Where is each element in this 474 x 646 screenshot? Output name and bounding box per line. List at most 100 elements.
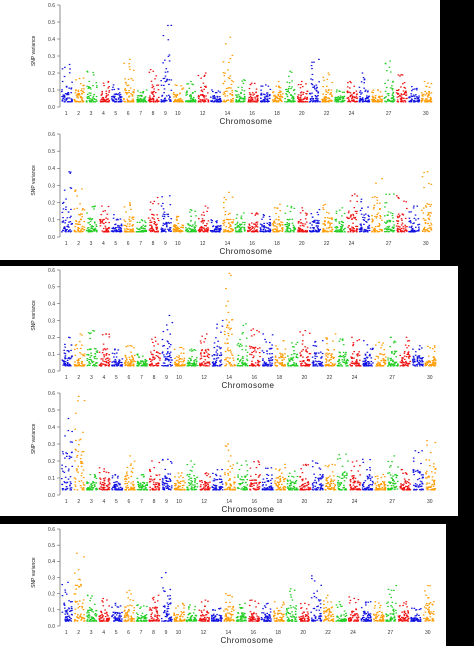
snp-point <box>228 61 230 63</box>
snp-point <box>386 70 388 72</box>
snp-point <box>92 74 95 76</box>
snp-point <box>322 76 325 78</box>
snp-point <box>343 95 346 97</box>
snp-point <box>148 71 151 73</box>
snp-point <box>125 231 127 233</box>
snp-point <box>316 365 319 367</box>
snp-point <box>113 364 116 367</box>
snp-point <box>327 222 330 224</box>
snp-point <box>250 335 253 337</box>
snp-point <box>107 230 110 232</box>
snp-point <box>312 362 314 364</box>
x-tick-label: 14 <box>225 111 231 117</box>
snp-point <box>75 344 78 346</box>
snp-point <box>231 354 234 356</box>
snp-point <box>426 99 428 101</box>
snp-point <box>316 101 319 103</box>
snp-point <box>142 362 145 364</box>
snp-point <box>93 365 96 367</box>
snp-point <box>422 360 424 363</box>
snp-point <box>359 96 361 98</box>
snp-point <box>232 219 235 221</box>
snp-point <box>257 361 259 363</box>
snp-point <box>170 218 172 220</box>
snp-point <box>149 224 151 226</box>
snp-point <box>286 229 289 231</box>
snp-point <box>378 96 380 98</box>
snp-point <box>132 98 134 100</box>
snp-point <box>353 193 356 195</box>
snp-point <box>155 225 158 227</box>
snp-point <box>388 228 391 230</box>
snp-point <box>188 349 191 351</box>
snp-point <box>229 218 232 221</box>
snp-point <box>180 226 182 228</box>
snp-point <box>410 93 413 95</box>
snp-point <box>164 75 167 77</box>
snp-point <box>227 300 230 302</box>
snp-point <box>389 346 392 348</box>
snp-point <box>126 85 129 87</box>
snp-point <box>296 365 299 367</box>
snp-point <box>157 352 160 354</box>
snp-point <box>185 230 187 232</box>
snp-point <box>222 93 225 95</box>
snp-point <box>407 363 410 365</box>
snp-point <box>219 228 221 230</box>
snp-point <box>123 219 126 221</box>
snp-point <box>201 89 203 91</box>
snp-point <box>432 348 434 350</box>
snp-point <box>274 95 277 98</box>
snp-point <box>200 352 202 354</box>
snp-point <box>80 353 83 355</box>
snp-point <box>421 364 423 366</box>
snp-point <box>148 229 151 231</box>
snp-point <box>191 92 194 94</box>
snp-point <box>424 231 426 233</box>
snp-point <box>288 99 290 101</box>
snp-point <box>160 99 163 101</box>
snp-point <box>312 364 315 366</box>
snp-point <box>296 353 298 356</box>
snp-point <box>213 98 215 100</box>
snp-point <box>286 223 289 225</box>
snp-point <box>236 90 238 92</box>
snp-point <box>236 96 238 98</box>
snp-point <box>335 98 338 101</box>
snp-point <box>168 222 171 224</box>
snp-point <box>61 100 64 102</box>
snp-point <box>297 222 300 224</box>
snp-point <box>347 100 350 102</box>
snp-point <box>190 348 193 350</box>
snp-point <box>229 362 231 364</box>
snp-point <box>119 97 122 99</box>
snp-point <box>202 100 204 102</box>
snp-point <box>83 88 85 90</box>
snp-point <box>410 99 412 102</box>
snp-point <box>376 216 378 218</box>
snp-point <box>101 352 104 354</box>
snp-point <box>352 99 355 101</box>
snp-point <box>360 93 362 95</box>
snp-point <box>142 365 144 367</box>
snp-point <box>252 364 254 366</box>
snp-point <box>75 101 78 103</box>
snp-point <box>224 101 226 103</box>
snp-point <box>119 94 122 96</box>
snp-point <box>352 342 355 344</box>
snp-point <box>330 353 333 355</box>
snp-point <box>162 77 165 80</box>
snp-point <box>284 348 287 350</box>
snp-point <box>175 100 178 102</box>
snp-point <box>364 360 367 362</box>
x-axis-label: Chromosome <box>219 117 272 126</box>
snp-point <box>286 227 289 229</box>
snp-point <box>144 225 146 228</box>
snp-point <box>265 100 268 103</box>
snp-point <box>398 197 400 199</box>
snp-point <box>268 94 271 97</box>
snp-point <box>79 218 82 220</box>
snp-point <box>333 230 336 233</box>
snp-point <box>430 92 433 94</box>
